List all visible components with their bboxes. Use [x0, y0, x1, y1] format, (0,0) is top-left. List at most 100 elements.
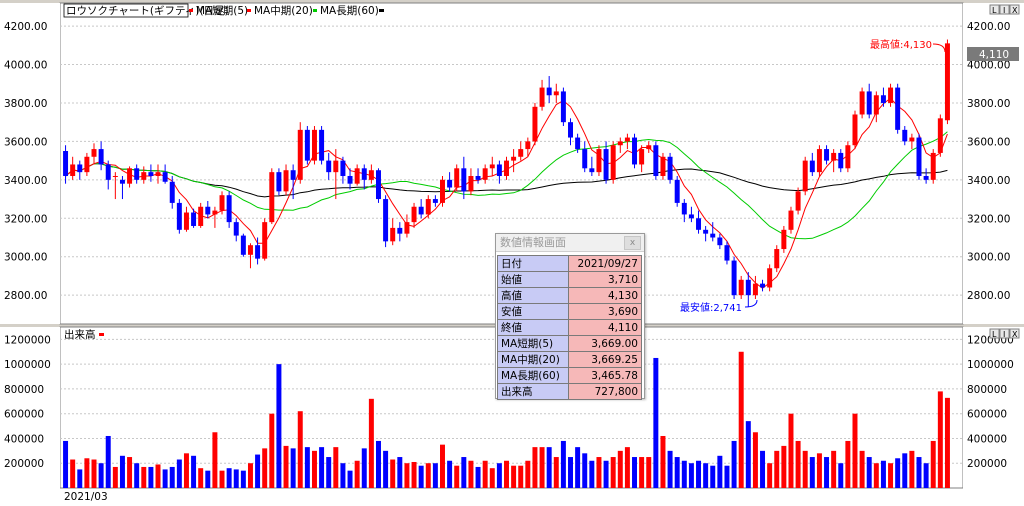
ma-mid-line: [65, 131, 948, 240]
volume-bar: [767, 463, 773, 488]
volume-bar: [937, 391, 943, 488]
candle-body: [560, 91, 566, 123]
volume-bar: [425, 463, 431, 488]
row-value: 727,800: [568, 383, 642, 400]
volume-axis-right-bg: [963, 327, 1024, 488]
candle-body: [596, 149, 602, 173]
button-close[interactable]: [1009, 4, 1020, 15]
candle-body: [838, 152, 844, 169]
volume-bar: [646, 457, 652, 488]
volume-bar: [930, 440, 936, 488]
volume-bar: [77, 469, 83, 488]
candle-body: [112, 175, 118, 177]
price-axis-left-bg: [0, 3, 60, 324]
volume-bar: [482, 460, 488, 488]
candle-body: [247, 245, 253, 255]
low-annotation: 最安値:2,741: [680, 301, 742, 314]
svg-text:I: I: [1003, 6, 1005, 15]
volume-bar: [326, 457, 332, 488]
candle-body: [632, 137, 638, 165]
candle-body: [852, 114, 858, 146]
volume-bar: [873, 463, 879, 488]
volume-bar: [162, 469, 168, 488]
volume-tick-left: 600000: [4, 409, 44, 421]
volume-tick-left: 1200000: [4, 334, 51, 346]
candle-body: [333, 160, 339, 173]
volume-bar: [233, 469, 239, 488]
candle-body: [176, 202, 182, 230]
info-panel-titlebar[interactable]: 数値情報画面 x: [496, 234, 644, 252]
info-panel[interactable]: 数値情報画面 x 日付 2021/09/27 始値 3,710 高値 4,130 安値…: [495, 233, 645, 400]
volume-bar: [859, 450, 865, 488]
volume-bar: [909, 450, 915, 488]
low-annotation-arrow: [744, 299, 758, 308]
candle-body: [198, 206, 204, 226]
volume-bar: [461, 457, 467, 488]
candle-body: [880, 95, 886, 103]
row-value: 3,710: [568, 271, 642, 288]
candle-body: [468, 175, 474, 192]
candle-body: [845, 145, 851, 169]
candle-body: [774, 249, 780, 269]
candle-body: [297, 129, 303, 180]
candle-body: [624, 137, 630, 142]
volume-bar: [760, 450, 766, 488]
volume-axis-left-bg: [0, 327, 60, 488]
candle-body: [603, 149, 609, 180]
candle-body: [667, 156, 673, 180]
candle-body: [440, 179, 445, 203]
chart-title: ロウソクチャート(ギフティ)(日足): [66, 5, 229, 17]
volume-bar: [816, 453, 822, 488]
row-value: 3,690: [568, 303, 642, 320]
row-value: 4,130: [568, 287, 642, 304]
price-tick-left: 4200.00: [4, 21, 47, 33]
volume-bar: [205, 470, 211, 488]
vol-button-minimize[interactable]: [989, 328, 1000, 339]
volume-bar: [411, 461, 417, 488]
volume-swatch: [99, 333, 104, 336]
candle-body: [916, 137, 922, 176]
volume-bar: [347, 470, 353, 488]
volume-bar: [632, 457, 638, 488]
info-panel-close-button[interactable]: x: [624, 236, 641, 250]
candle-body: [361, 168, 367, 180]
candle-body: [425, 199, 431, 215]
volume-bar: [440, 444, 445, 488]
volume-bar: [319, 447, 325, 488]
volume-bar: [468, 460, 474, 488]
button-restore[interactable]: [999, 4, 1010, 15]
candle-body: [767, 268, 773, 288]
volume-bar: [688, 463, 694, 488]
volume-bar: [240, 470, 246, 488]
svg-text:X: X: [1012, 330, 1018, 339]
candle-body: [134, 168, 140, 180]
candle-body: [660, 156, 666, 176]
candle-body: [290, 170, 296, 180]
info-panel-title: 数値情報画面: [500, 236, 566, 249]
candle-body: [418, 206, 424, 215]
table-row: 高値 4,130: [497, 287, 642, 304]
candle-body: [283, 170, 289, 192]
price-tick-right: 3000.00: [967, 252, 1010, 264]
candle-body: [91, 149, 97, 157]
candle-body: [219, 195, 225, 211]
price-tick-left: 3000.00: [4, 252, 47, 264]
volume-bar: [127, 457, 133, 488]
candle-body: [240, 235, 246, 255]
volume-bar: [454, 465, 460, 488]
price-tick-left: 3600.00: [4, 136, 47, 148]
vol-button-restore[interactable]: [999, 328, 1010, 339]
candle-body: [696, 218, 702, 230]
volume-bar: [169, 466, 175, 488]
volume-bar: [383, 450, 389, 488]
button-minimize[interactable]: [989, 4, 1000, 15]
ma-long-swatch: [313, 9, 317, 12]
candle-body: [98, 149, 104, 165]
volume-tick-right: 400000: [967, 433, 1007, 445]
svg-text:X: X: [1012, 6, 1018, 15]
volume-bar: [582, 453, 588, 488]
candle-body: [383, 199, 389, 242]
vol-button-close[interactable]: [1009, 328, 1020, 339]
volume-bar: [866, 457, 872, 488]
